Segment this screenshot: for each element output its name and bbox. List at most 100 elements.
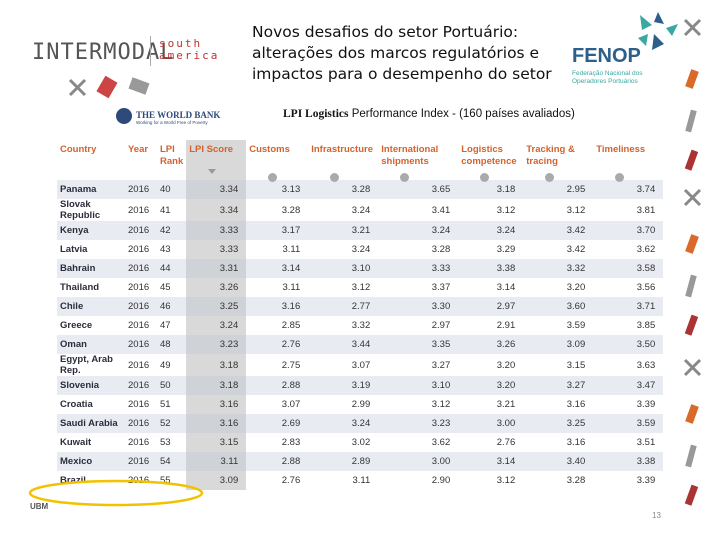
column-header: Logistics competence bbox=[458, 140, 523, 182]
cell: 2.85 bbox=[281, 320, 301, 331]
help-icon bbox=[268, 173, 278, 182]
cell: 3.71 bbox=[593, 297, 664, 316]
country: Mexico bbox=[57, 452, 125, 471]
world-bank-sub: Working for a World Free of Poverty bbox=[136, 120, 208, 125]
cell: 2.97 bbox=[458, 297, 524, 316]
cell: 3.44 bbox=[308, 335, 379, 354]
cell: 3.33 bbox=[378, 259, 459, 278]
column-header: Tracking & tracing bbox=[523, 140, 593, 182]
cell: 3.60 bbox=[523, 297, 594, 316]
intermodal-text: INTERMODAL bbox=[32, 40, 175, 65]
subtitle: LPI Logistics Performance Index - (160 p… bbox=[283, 108, 575, 120]
cell: 3.28 bbox=[308, 180, 379, 199]
cell: 3.24 bbox=[186, 316, 247, 335]
cell: 46 bbox=[157, 297, 187, 316]
cell: 3.16 bbox=[186, 414, 247, 433]
cell: 3.62 bbox=[636, 244, 656, 255]
table-row: Oman 2016 48 3.23 2.76 3.44 3.35 3.26 3.09 3.50 bbox=[57, 335, 664, 354]
cell: 3.58 bbox=[593, 259, 664, 278]
table-row: Saudi Arabia 2016 52 3.16 2.69 3.24 3.23 3.00 3.… bbox=[57, 414, 664, 433]
cell: 3.00 bbox=[378, 452, 459, 471]
cell: 3.07 bbox=[351, 359, 371, 371]
cell: 3.65 bbox=[378, 180, 459, 199]
cell: 2.97 bbox=[431, 320, 451, 331]
highlight bbox=[28, 479, 204, 507]
cell: 3.14 bbox=[458, 452, 524, 471]
cell: 3.29 bbox=[496, 244, 516, 255]
table-row: Thailand 2016 45 3.26 3.11 3.12 3.37 3.14 3.20 3.… bbox=[57, 278, 663, 297]
cell: 2.88 bbox=[246, 452, 309, 471]
cell: 3.42 bbox=[523, 221, 594, 240]
subtitle-bold: LPI Logistics bbox=[283, 108, 349, 120]
cell: 3.02 bbox=[351, 437, 371, 448]
icons bbox=[68, 75, 150, 99]
country: Thailand bbox=[60, 282, 100, 293]
column-header: LPI Rank bbox=[160, 144, 184, 167]
header-row: Country Year LPI Rank LPI Score Customs Infra… bbox=[57, 140, 663, 182]
fenop-sub: Federação Nacional dos Operadores Portuár… bbox=[572, 70, 642, 86]
fenop-text: FENOP bbox=[572, 45, 641, 67]
side-icons bbox=[683, 18, 702, 506]
cell: 3.24 bbox=[458, 221, 524, 240]
table-row: Slovak Republic 2016 41 3.34 3.28 3.24 3.41 3.1… bbox=[57, 199, 663, 221]
cell: 3.62 bbox=[431, 437, 451, 448]
title-line: alterações dos marcos regulatórios e bbox=[252, 44, 540, 62]
column-header: Infrastructure bbox=[308, 140, 378, 182]
cell: 3.47 bbox=[593, 376, 664, 395]
subtitle-rest: Performance Index - (160 países avaliado… bbox=[351, 108, 575, 120]
cell: 3.11 bbox=[186, 452, 247, 471]
cell: 2016 bbox=[125, 452, 157, 471]
cell: 2016 bbox=[128, 204, 150, 216]
cell: 3.20 bbox=[566, 282, 586, 293]
cell: 3.70 bbox=[593, 221, 664, 240]
sort-icon bbox=[208, 169, 217, 178]
cell: 3.17 bbox=[246, 221, 309, 240]
cell: 3.15 bbox=[566, 359, 586, 371]
cell: 3.16 bbox=[566, 399, 586, 410]
cell: 3.12 bbox=[351, 282, 371, 293]
world-bank-emblem bbox=[116, 108, 132, 124]
column-header: Timeliness bbox=[593, 140, 663, 182]
cell: 42 bbox=[157, 221, 187, 240]
table-row: Greece 2016 47 3.24 2.85 3.32 2.97 2.91 3.59 3.85 bbox=[57, 316, 663, 335]
slide-title: Novos desafios do setor Portuário: alter… bbox=[252, 22, 552, 85]
cell: 3.20 bbox=[496, 359, 516, 371]
divider bbox=[150, 36, 151, 66]
cell: 2.91 bbox=[496, 320, 516, 331]
cell: 2.99 bbox=[351, 399, 371, 410]
cell: 2016 bbox=[125, 221, 157, 240]
cell: 2.95 bbox=[523, 180, 594, 199]
cell: 3.28 bbox=[566, 475, 586, 486]
cell: 3.32 bbox=[351, 320, 371, 331]
cell: 45 bbox=[160, 282, 171, 293]
cell: 3.11 bbox=[282, 282, 301, 293]
table-row: Croatia 2016 51 3.16 3.07 2.99 3.12 3.21 3.16 3.3… bbox=[57, 395, 663, 414]
cell: 3.10 bbox=[378, 376, 459, 395]
cell: 3.18 bbox=[458, 180, 524, 199]
lpi-table: Country Year LPI Rank LPI Score Customs Infra… bbox=[57, 140, 664, 490]
cell: 2016 bbox=[125, 259, 157, 278]
cell: 3.40 bbox=[523, 452, 594, 471]
cell: 3.12 bbox=[431, 399, 451, 410]
cell: 3.32 bbox=[523, 259, 594, 278]
cell: 3.34 bbox=[186, 180, 247, 199]
cell: 3.26 bbox=[458, 335, 524, 354]
cell: 3.74 bbox=[593, 180, 664, 199]
cell: 3.18 bbox=[186, 354, 247, 376]
cell: 3.11 bbox=[352, 475, 371, 486]
cell: 2.88 bbox=[246, 376, 309, 395]
ubm: UBM bbox=[30, 502, 49, 511]
cell: 2.76 bbox=[281, 475, 301, 486]
cell: 3.38 bbox=[458, 259, 524, 278]
cell: 3.09 bbox=[523, 335, 594, 354]
table-row: Chile 2016 46 3.25 3.16 2.77 3.30 2.97 3.60 3.71 bbox=[57, 297, 664, 316]
america: america bbox=[159, 49, 220, 62]
cell: 3.24 bbox=[378, 221, 459, 240]
cell: 3.59 bbox=[566, 320, 586, 331]
cell: 3.33 bbox=[186, 240, 247, 259]
fenop-icon bbox=[638, 12, 678, 50]
cell: 51 bbox=[160, 399, 171, 410]
country: Slovenia bbox=[57, 376, 125, 395]
country: Kuwait bbox=[60, 437, 92, 448]
cell: 3.27 bbox=[523, 376, 594, 395]
